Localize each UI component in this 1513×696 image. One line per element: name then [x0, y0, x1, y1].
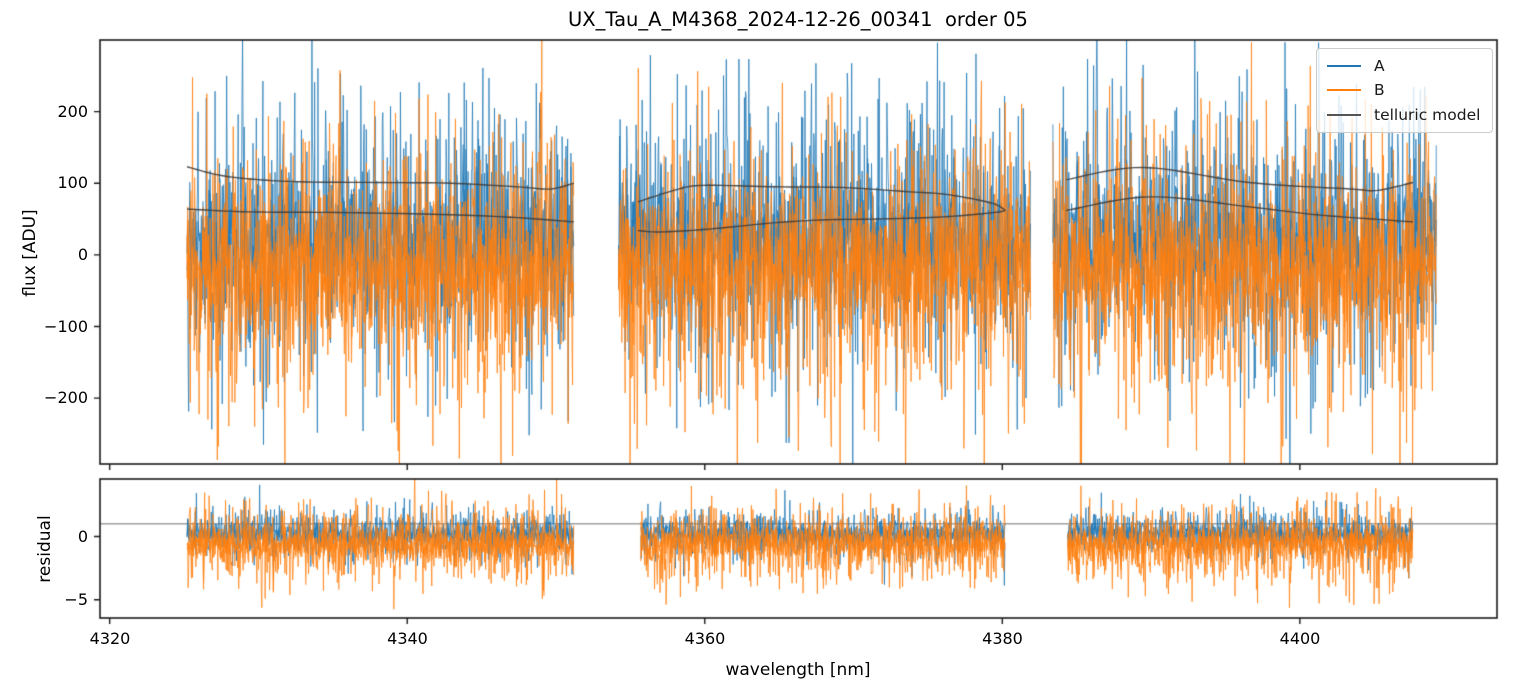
xtick-4400: 4400: [1279, 629, 1321, 648]
residual-ytick-neg5: −5: [64, 589, 88, 609]
legend-line-b-icon: [1327, 89, 1361, 92]
legend-entry-telluric-model: telluric model: [1325, 106, 1484, 124]
legend-entry-b: B: [1325, 81, 1484, 99]
flux-ytick-neg200: −200: [44, 388, 88, 408]
legend-entry-a: A: [1325, 57, 1484, 75]
flux-ytick-100: 100: [57, 173, 88, 193]
chart-title: UX_Tau_A_M4368_2024-12-26_00341 order 05: [568, 8, 1028, 31]
legend-line-a-icon: [1327, 65, 1361, 68]
flux-ytick-200: 200: [57, 101, 88, 121]
xtick-4360: 4360: [684, 629, 726, 648]
legend-label-b: B: [1374, 81, 1385, 100]
legend-label-a: A: [1374, 57, 1385, 76]
legend-label-telluric: telluric model: [1374, 105, 1481, 124]
xtick-4340: 4340: [387, 629, 428, 648]
flux-axis-label: flux [ADU]: [20, 209, 40, 297]
xtick-4380: 4380: [982, 629, 1023, 648]
residual-ytick-0: 0: [77, 526, 88, 546]
flux-ytick-neg100: −100: [44, 316, 88, 336]
legend: A B telluric model: [1316, 48, 1493, 133]
flux-ytick-0: 0: [77, 244, 88, 264]
residual-axis-label: residual: [35, 515, 55, 583]
xtick-4320: 4320: [89, 629, 131, 648]
legend-line-telluric-icon: [1327, 113, 1361, 116]
wavelength-axis-label: wavelength [nm]: [725, 660, 871, 680]
